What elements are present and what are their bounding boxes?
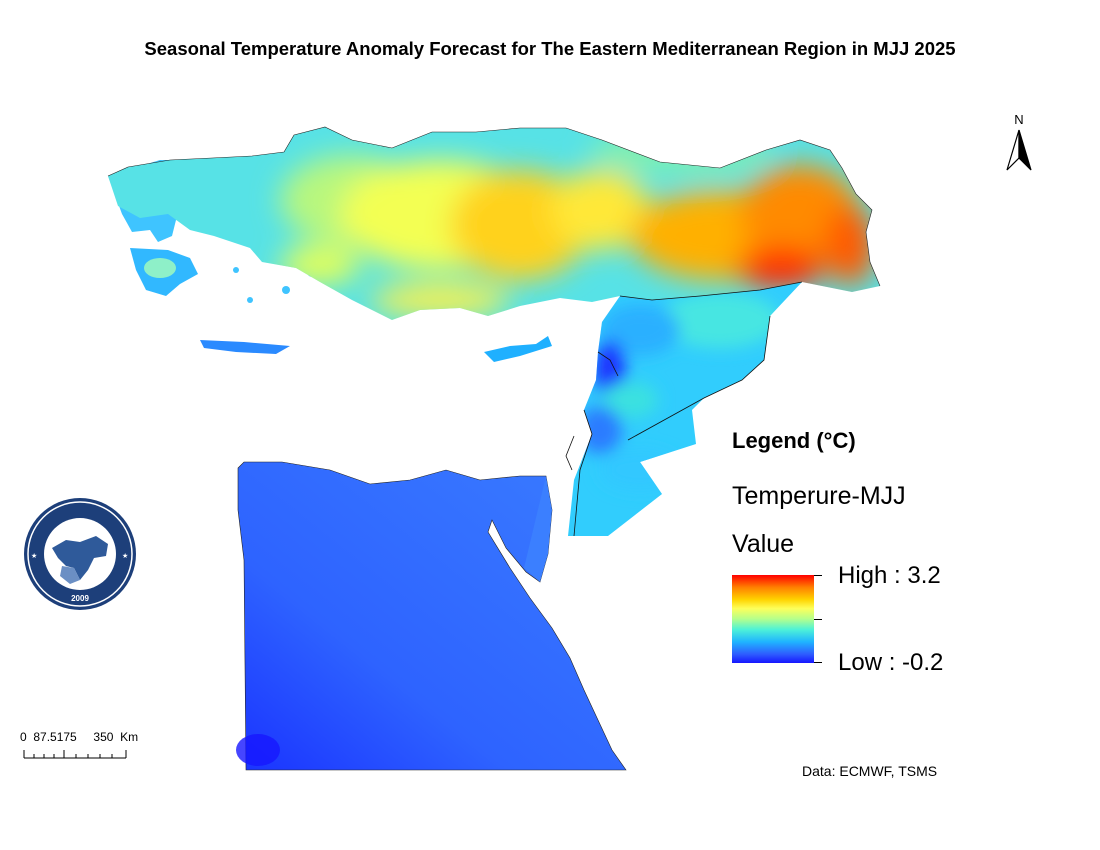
north-arrow: N	[1002, 112, 1036, 176]
legend-tick-mid	[814, 619, 822, 620]
legend-high-label: High : 3.2	[838, 562, 941, 589]
legend-low-label: Low : -0.2	[838, 649, 944, 676]
scale-bar-labels: 0 87.5175 350 Km	[20, 730, 139, 744]
scale-bar-ruler	[23, 750, 127, 759]
logo-year: 2009	[71, 594, 89, 603]
emcc-logo: ★ ★ 2009	[22, 496, 138, 612]
legend-heading: Legend (°C)	[732, 428, 856, 453]
legend-field-label: Value	[732, 530, 795, 558]
egypt-region	[237, 461, 627, 771]
svg-text:★: ★	[31, 552, 37, 560]
north-arrow-icon	[1006, 129, 1032, 171]
data-credit: Data: ECMWF, TSMS	[802, 763, 938, 779]
legend-layer-name: Temperure-MJJ	[732, 482, 906, 510]
legend-tick-low	[814, 662, 822, 663]
emcc-logo-icon: ★ ★	[24, 498, 136, 610]
legend-color-ramp	[732, 575, 814, 663]
scale-bar: 0 87.5175 350 Km	[20, 730, 160, 764]
legend-tick-high	[814, 575, 822, 576]
north-label: N	[1014, 112, 1024, 127]
svg-text:★: ★	[122, 552, 128, 560]
map-title: Seasonal Temperature Anomaly Forecast fo…	[144, 38, 956, 59]
